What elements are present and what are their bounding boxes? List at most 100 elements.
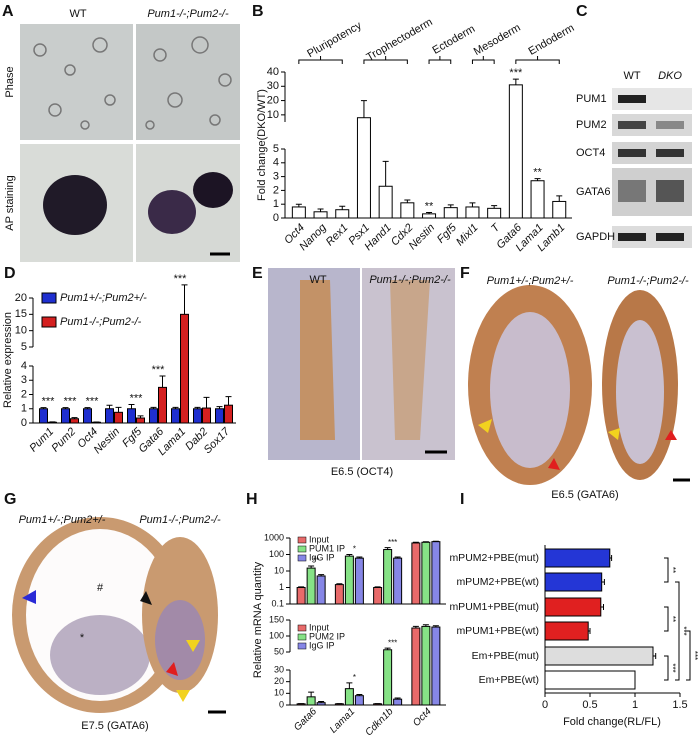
x-tick-label: 0 bbox=[542, 699, 548, 711]
bar bbox=[71, 419, 79, 423]
bar bbox=[194, 409, 202, 423]
y-tick-label: 10 bbox=[15, 325, 27, 337]
label: Pum1-/-;Pum2-/- bbox=[147, 8, 229, 20]
significance: *** bbox=[388, 538, 397, 547]
panel-label: H bbox=[246, 491, 258, 508]
legend-label: Pum1-/-;Pum2-/- bbox=[60, 316, 142, 328]
marker: * bbox=[80, 632, 85, 644]
significance: * bbox=[353, 545, 356, 554]
caption: E6.5 (GATA6) bbox=[551, 489, 618, 501]
x-tick-label: Mixl1 bbox=[454, 222, 481, 249]
significance: *** bbox=[690, 651, 699, 660]
y-tick-label: 100 bbox=[269, 549, 284, 559]
bar bbox=[422, 542, 430, 604]
y-tick-label: 40 bbox=[267, 66, 279, 78]
y-tick-label: 30 bbox=[274, 664, 284, 674]
x-tick-label: Sox17 bbox=[202, 425, 233, 456]
bar bbox=[345, 556, 353, 604]
y-tick-label: 150 bbox=[269, 614, 284, 624]
x-tick-label: Oct4 bbox=[411, 706, 434, 729]
lane-label: DKO bbox=[658, 70, 682, 82]
significance-bracket bbox=[664, 656, 668, 680]
error-bar bbox=[556, 196, 562, 202]
y-tick-label: 20 bbox=[267, 94, 279, 106]
y-tick-label: 5 bbox=[273, 143, 279, 155]
legend-swatch bbox=[298, 634, 306, 640]
y-tick-label: 100 bbox=[269, 630, 284, 640]
error-bar bbox=[182, 285, 188, 314]
significance: *** bbox=[64, 396, 78, 408]
x-tick-label: 1.5 bbox=[672, 699, 687, 711]
error-bar bbox=[346, 683, 352, 689]
y-tick-label: mPUM2+PBE(mut) bbox=[449, 552, 539, 564]
bar bbox=[466, 207, 479, 218]
y-tick-label: 0.1 bbox=[271, 598, 284, 608]
legend-swatch bbox=[298, 537, 306, 543]
x-tick-label: Rex1 bbox=[324, 222, 351, 249]
group-label: Trophectoderm bbox=[364, 16, 434, 63]
error-bar bbox=[160, 376, 166, 387]
bar bbox=[345, 689, 353, 705]
significance: * bbox=[353, 673, 356, 682]
bar bbox=[106, 409, 114, 423]
bar bbox=[394, 699, 402, 705]
bar bbox=[379, 186, 392, 218]
x-tick-label: Pum1 bbox=[27, 426, 56, 455]
significance: ** bbox=[313, 556, 319, 565]
bar bbox=[307, 568, 315, 604]
bar bbox=[317, 576, 325, 604]
bar bbox=[545, 598, 601, 616]
significance: ** bbox=[533, 167, 542, 179]
label: Pum1+/-;Pum2+/- bbox=[19, 514, 106, 526]
y-tick-label: 3 bbox=[21, 374, 27, 386]
group-label: Endoderm bbox=[527, 22, 577, 58]
significance: *** bbox=[668, 663, 677, 672]
legend-swatch bbox=[42, 317, 56, 327]
x-tick-label: 0.5 bbox=[582, 699, 597, 711]
bar bbox=[545, 671, 635, 689]
bar bbox=[384, 650, 392, 705]
x-tick-label: Cdkn1b bbox=[363, 706, 395, 738]
bar bbox=[509, 85, 522, 218]
y-tick-label: 1 bbox=[21, 403, 27, 415]
bar bbox=[545, 549, 610, 567]
protein-label: PUM1 bbox=[576, 93, 607, 105]
significance: *** bbox=[509, 67, 523, 79]
protein-label: OCT4 bbox=[576, 147, 605, 159]
y-tick-label: 2 bbox=[273, 184, 279, 196]
bar bbox=[412, 628, 420, 705]
label: WT bbox=[309, 274, 326, 286]
bar bbox=[49, 422, 57, 423]
y-tick-label: 30 bbox=[267, 80, 279, 92]
bar bbox=[172, 409, 180, 423]
bar bbox=[181, 314, 189, 423]
legend-swatch bbox=[42, 293, 56, 303]
significance-bracket bbox=[664, 558, 668, 582]
bar bbox=[422, 626, 430, 705]
bar bbox=[115, 412, 123, 423]
axis-title: Fold change(DKO/WT) bbox=[256, 89, 268, 201]
y-tick-label: Em+PBE(wt) bbox=[479, 674, 539, 686]
bar bbox=[444, 208, 457, 218]
y-tick-label: 0 bbox=[279, 699, 284, 709]
x-tick-label: Lama1 bbox=[328, 706, 357, 735]
y-tick-label: 10 bbox=[274, 565, 284, 575]
group-label: Mesoderm bbox=[472, 22, 523, 58]
significance-bracket bbox=[686, 631, 690, 680]
bar bbox=[128, 409, 136, 423]
y-tick-label: 1000 bbox=[264, 532, 284, 542]
bar bbox=[297, 588, 305, 605]
y-tick-label: 3 bbox=[273, 171, 279, 183]
bar bbox=[62, 409, 70, 423]
bar bbox=[150, 409, 158, 423]
y-tick-label: 1 bbox=[273, 198, 279, 210]
error-bar bbox=[469, 203, 475, 207]
bar bbox=[336, 210, 349, 218]
y-tick-label: 2 bbox=[21, 388, 27, 400]
panel-label: G bbox=[4, 491, 16, 508]
panel-label: E bbox=[252, 265, 263, 282]
y-tick-label: Em+PBE(mut) bbox=[472, 650, 539, 662]
error-bar bbox=[129, 404, 135, 408]
bar bbox=[225, 405, 233, 423]
